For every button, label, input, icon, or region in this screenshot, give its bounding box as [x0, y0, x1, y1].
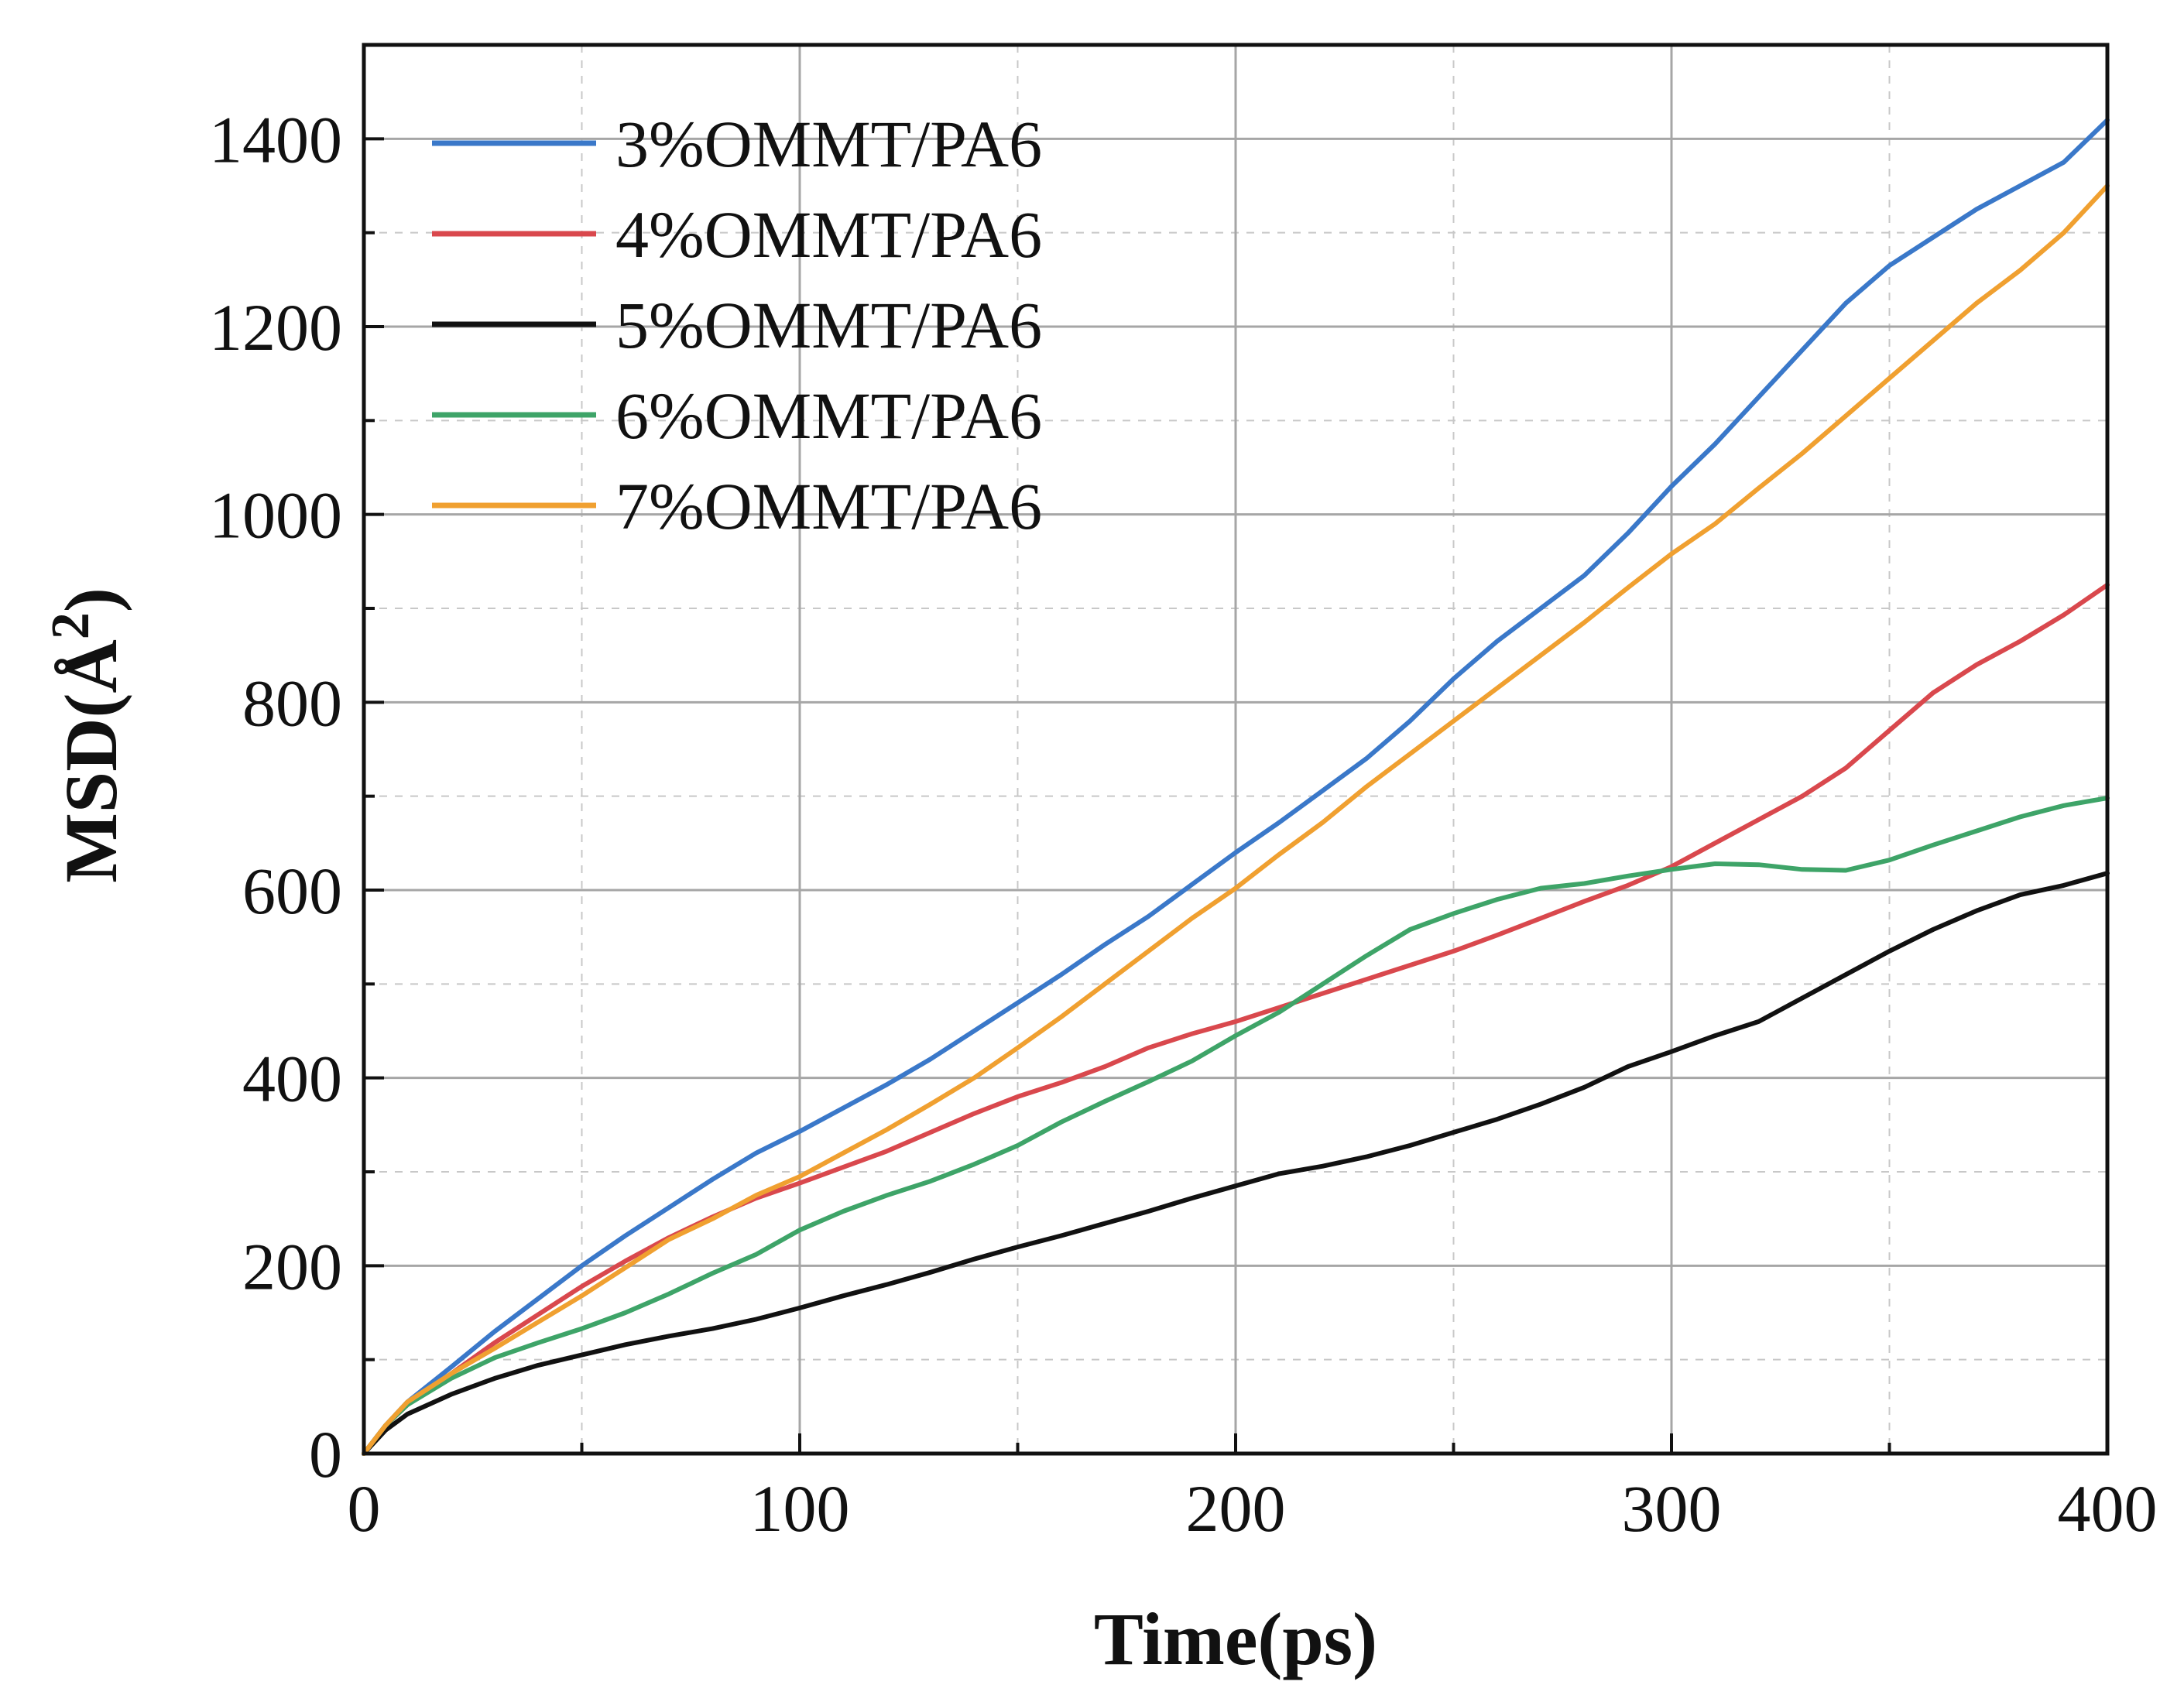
x-tick-label: 100 — [750, 1471, 850, 1546]
series-line — [362, 582, 2110, 1456]
x-axis-title: Time(ps) — [1094, 1598, 1377, 1680]
legend-label: 4%OMMT/PA6 — [615, 197, 1042, 272]
series-line — [362, 183, 2110, 1456]
x-tick-label: 0 — [348, 1471, 381, 1546]
x-tick-label: 400 — [2058, 1471, 2158, 1546]
series-line — [362, 796, 2110, 1456]
tick-layer: 0 100 200 300 400 0 200 400 600 800 1000 1200 1400 — [209, 102, 2158, 1546]
legend-label: 3%OMMT/PA6 — [615, 107, 1042, 181]
legend-label: 5%OMMT/PA6 — [615, 288, 1042, 362]
x-tick-label: 300 — [1622, 1471, 1722, 1546]
y-tick-label: 1400 — [209, 102, 342, 176]
series-line — [362, 871, 2110, 1456]
series-line — [362, 118, 2110, 1456]
x-tick-label: 200 — [1186, 1471, 1286, 1546]
y-tick-label: 200 — [242, 1229, 342, 1303]
y-tick-label: 1200 — [209, 290, 342, 365]
y-tick-label: 0 — [309, 1417, 342, 1491]
series-layer — [362, 118, 2110, 1456]
y-axis-title-main: MSD(Å — [50, 639, 132, 883]
y-axis-title-close: ) — [50, 587, 132, 612]
y-axis-title: MSD(Å2) — [41, 587, 132, 883]
legend: 3%OMMT/PA6 4%OMMT/PA6 5%OMMT/PA6 6%OMMT/PA6… — [432, 107, 1042, 543]
y-tick-label: 600 — [242, 854, 342, 928]
y-tick-label: 800 — [242, 666, 342, 740]
legend-label: 7%OMMT/PA6 — [615, 469, 1042, 543]
y-tick-label: 1000 — [209, 478, 342, 553]
y-tick-label: 400 — [242, 1042, 342, 1116]
y-axis-title-superscript: 2 — [41, 612, 101, 639]
legend-label: 6%OMMT/PA6 — [615, 378, 1042, 453]
